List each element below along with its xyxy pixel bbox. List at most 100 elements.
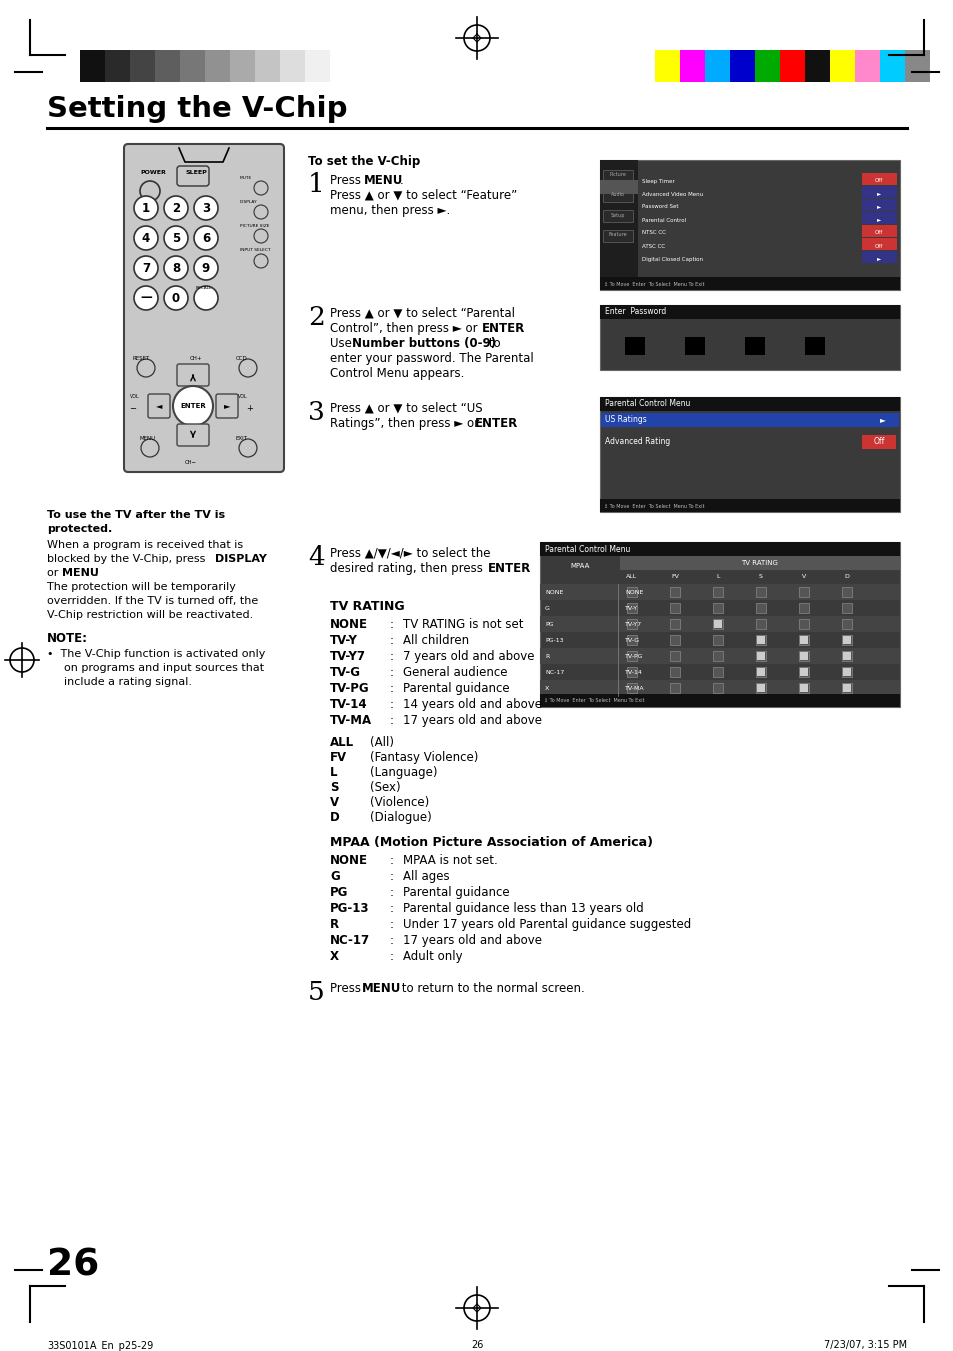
Bar bbox=[704, 50, 729, 82]
Circle shape bbox=[133, 255, 158, 280]
Bar bbox=[230, 50, 254, 82]
Text: US Ratings: US Ratings bbox=[604, 416, 646, 424]
Text: DISPLAY: DISPLAY bbox=[214, 554, 267, 563]
Text: menu, then press ►.: menu, then press ►. bbox=[330, 204, 450, 218]
Bar bbox=[841, 635, 851, 644]
Text: NONE: NONE bbox=[330, 854, 368, 867]
Bar bbox=[280, 50, 305, 82]
Circle shape bbox=[193, 196, 218, 220]
Text: V: V bbox=[801, 574, 805, 580]
Text: Setting the V-Chip: Setting the V-Chip bbox=[47, 95, 347, 123]
Text: MENU: MENU bbox=[140, 436, 156, 440]
Text: (Sex): (Sex) bbox=[370, 781, 400, 794]
FancyBboxPatch shape bbox=[148, 394, 170, 417]
Text: ATSC CC: ATSC CC bbox=[641, 243, 664, 249]
Text: ↕ To Move  Enter  To Select  Menu To Exit: ↕ To Move Enter To Select Menu To Exit bbox=[543, 698, 644, 704]
Bar bbox=[679, 50, 704, 82]
Text: TV-14: TV-14 bbox=[624, 670, 642, 674]
Text: or: or bbox=[47, 567, 62, 578]
Text: 2: 2 bbox=[308, 305, 325, 330]
Text: :: : bbox=[390, 698, 394, 711]
Circle shape bbox=[193, 286, 218, 309]
Text: TV-PG: TV-PG bbox=[624, 654, 643, 658]
Bar bbox=[842, 653, 850, 661]
Text: TV-Y: TV-Y bbox=[330, 634, 357, 647]
Bar bbox=[712, 651, 722, 661]
Bar bbox=[712, 635, 722, 644]
Bar bbox=[154, 50, 180, 82]
Text: Control”, then press ► or: Control”, then press ► or bbox=[330, 322, 481, 335]
Text: Parental guidance less than 13 years old: Parental guidance less than 13 years old bbox=[402, 902, 643, 915]
Text: L: L bbox=[716, 574, 719, 580]
Text: :: : bbox=[390, 713, 394, 727]
Bar bbox=[669, 651, 679, 661]
Text: All children: All children bbox=[402, 634, 469, 647]
Bar bbox=[655, 50, 679, 82]
Bar bbox=[712, 619, 722, 630]
Text: RESET: RESET bbox=[132, 357, 150, 361]
Text: V-Chip restriction will be reactivated.: V-Chip restriction will be reactivated. bbox=[47, 611, 253, 620]
Circle shape bbox=[164, 286, 188, 309]
Text: 6: 6 bbox=[202, 231, 210, 245]
Text: Press ▲ or ▼ to select “US: Press ▲ or ▼ to select “US bbox=[330, 403, 482, 415]
FancyBboxPatch shape bbox=[177, 166, 209, 186]
Text: L: L bbox=[330, 766, 337, 780]
Bar bbox=[862, 186, 896, 199]
Bar bbox=[744, 336, 764, 355]
Bar bbox=[854, 50, 879, 82]
Text: Advanced Rating: Advanced Rating bbox=[604, 438, 670, 446]
Text: 2: 2 bbox=[172, 201, 180, 215]
Text: TV-Y7: TV-Y7 bbox=[330, 650, 366, 663]
Bar bbox=[755, 586, 765, 597]
Bar bbox=[626, 651, 637, 661]
Text: INPUT SELECT: INPUT SELECT bbox=[240, 249, 271, 253]
Text: 1: 1 bbox=[308, 172, 324, 197]
Text: MPAA is not set.: MPAA is not set. bbox=[402, 854, 497, 867]
Bar bbox=[879, 50, 904, 82]
Text: Off: Off bbox=[874, 178, 882, 184]
Text: NC-17: NC-17 bbox=[330, 934, 370, 947]
FancyBboxPatch shape bbox=[177, 363, 209, 386]
Bar bbox=[829, 50, 854, 82]
Text: TV-PG: TV-PG bbox=[330, 682, 369, 694]
Text: 26: 26 bbox=[471, 1340, 482, 1350]
Bar bbox=[330, 50, 355, 82]
Circle shape bbox=[253, 181, 268, 195]
Text: Setup: Setup bbox=[610, 212, 624, 218]
Text: Parental Control Menu: Parental Control Menu bbox=[544, 544, 630, 554]
Text: Parental Control: Parental Control bbox=[641, 218, 685, 223]
Text: 33S0101A_En_p25-29: 33S0101A_En_p25-29 bbox=[47, 1340, 153, 1351]
Circle shape bbox=[164, 226, 188, 250]
Bar bbox=[539, 542, 899, 707]
Text: 0: 0 bbox=[172, 292, 180, 304]
Text: TV-G: TV-G bbox=[624, 638, 639, 643]
Bar bbox=[539, 648, 899, 663]
Text: MPAA: MPAA bbox=[570, 563, 589, 569]
Bar bbox=[800, 636, 807, 644]
Text: MENU: MENU bbox=[361, 982, 401, 994]
Circle shape bbox=[164, 196, 188, 220]
Bar bbox=[602, 209, 633, 222]
Bar bbox=[842, 667, 850, 676]
Text: The protection will be temporarily: The protection will be temporarily bbox=[47, 582, 235, 592]
Text: R: R bbox=[544, 654, 549, 658]
Text: :: : bbox=[390, 682, 394, 694]
Text: D: D bbox=[843, 574, 848, 580]
Text: MPAA (Motion Picture Association of America): MPAA (Motion Picture Association of Amer… bbox=[330, 836, 652, 848]
Bar bbox=[862, 435, 895, 449]
Text: CH−: CH− bbox=[185, 459, 196, 465]
Text: :: : bbox=[390, 617, 394, 631]
Bar bbox=[599, 159, 638, 290]
Circle shape bbox=[140, 181, 160, 201]
FancyBboxPatch shape bbox=[215, 394, 237, 417]
Text: Off: Off bbox=[874, 243, 882, 249]
Bar bbox=[799, 619, 808, 630]
Text: RECALL: RECALL bbox=[195, 286, 213, 290]
Bar bbox=[539, 680, 899, 696]
Bar bbox=[669, 667, 679, 677]
Circle shape bbox=[133, 196, 158, 220]
Text: Parental guidance: Parental guidance bbox=[402, 886, 509, 898]
Text: ◄: ◄ bbox=[155, 401, 162, 411]
Bar bbox=[862, 173, 896, 185]
Text: Press ▲/▼/◄/► to select the: Press ▲/▼/◄/► to select the bbox=[330, 547, 490, 561]
